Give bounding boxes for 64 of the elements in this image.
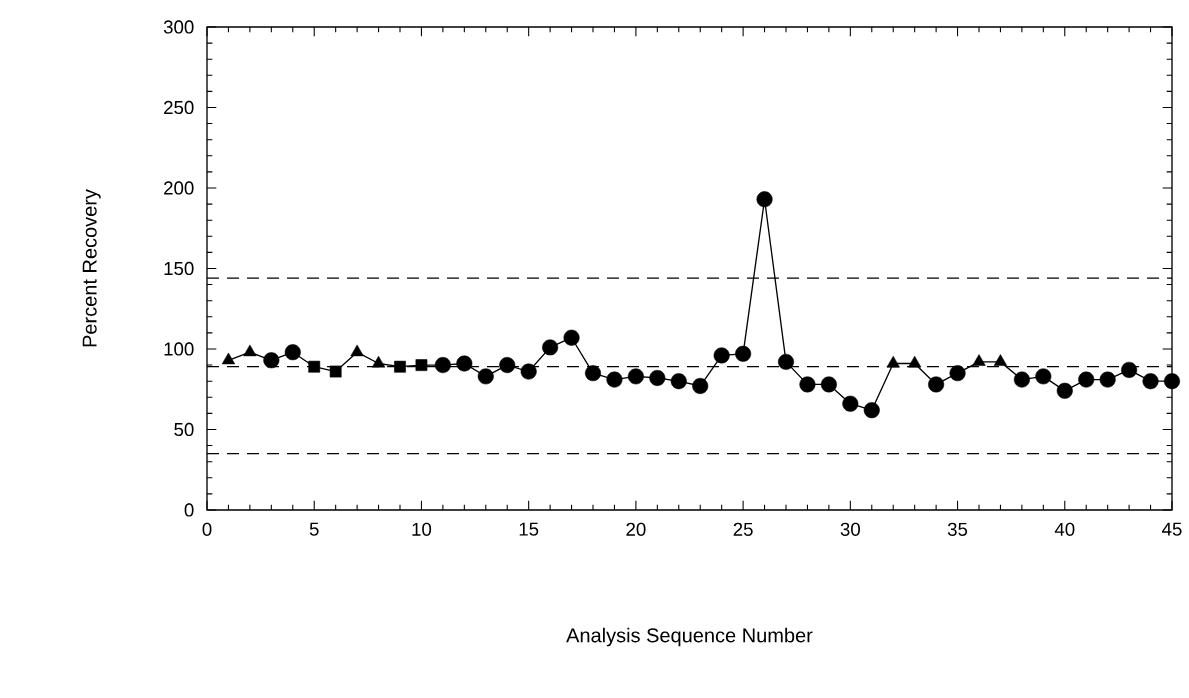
point xyxy=(499,357,516,374)
x-axis-title: Analysis Sequence Number xyxy=(566,627,813,647)
y-tick-label: 250 xyxy=(164,100,194,115)
point xyxy=(1035,368,1052,385)
point xyxy=(928,376,945,393)
point xyxy=(886,355,900,368)
point xyxy=(627,368,644,385)
point xyxy=(1142,373,1159,390)
point xyxy=(477,368,494,385)
y-tick-label: 0 xyxy=(184,503,194,517)
x-tick-label: 0 xyxy=(202,522,212,536)
point xyxy=(542,339,559,356)
point xyxy=(563,329,580,346)
point xyxy=(820,376,837,393)
y-tick-label: 50 xyxy=(174,422,194,437)
point xyxy=(308,360,321,373)
point xyxy=(1163,373,1180,390)
y-tick-label: 100 xyxy=(164,342,194,356)
point xyxy=(243,344,257,357)
x-tick-label: 25 xyxy=(733,522,753,536)
point xyxy=(1056,382,1073,399)
point xyxy=(972,354,986,366)
x-tick-label: 35 xyxy=(947,522,968,536)
point xyxy=(371,355,386,368)
x-tick-label: 20 xyxy=(626,522,646,536)
point xyxy=(415,359,428,371)
point xyxy=(284,344,301,361)
point xyxy=(263,352,280,369)
point xyxy=(1013,371,1030,388)
point xyxy=(993,354,1008,366)
point xyxy=(908,355,922,368)
point xyxy=(456,355,473,372)
point xyxy=(713,347,730,364)
y-tick-label: 300 xyxy=(163,20,194,34)
x-tick-label: 45 xyxy=(1162,522,1182,536)
point xyxy=(520,363,537,380)
point xyxy=(692,378,709,395)
point xyxy=(756,191,773,208)
point xyxy=(949,365,966,382)
point xyxy=(1099,371,1116,388)
point xyxy=(434,357,451,374)
point xyxy=(778,353,794,370)
x-tick-label: 40 xyxy=(1054,522,1075,536)
point xyxy=(863,402,880,419)
y-tick-label: 200 xyxy=(164,181,194,195)
y-axis-title: Percent Recovery xyxy=(82,189,101,347)
point xyxy=(670,373,687,390)
point xyxy=(585,365,601,382)
point xyxy=(394,360,406,373)
point xyxy=(799,376,816,393)
point xyxy=(221,352,236,365)
x-tick-label: 10 xyxy=(412,522,432,536)
x-tick-label: 15 xyxy=(519,522,539,536)
point xyxy=(649,369,666,386)
point xyxy=(842,395,859,412)
point xyxy=(329,365,342,378)
point xyxy=(735,345,752,362)
y-tick-label: 150 xyxy=(164,261,194,276)
point xyxy=(350,344,364,357)
x-tick-label: 30 xyxy=(840,522,860,536)
point xyxy=(1078,371,1095,388)
x-tick-label: 5 xyxy=(309,522,319,536)
point xyxy=(1121,361,1138,378)
point xyxy=(606,371,623,388)
